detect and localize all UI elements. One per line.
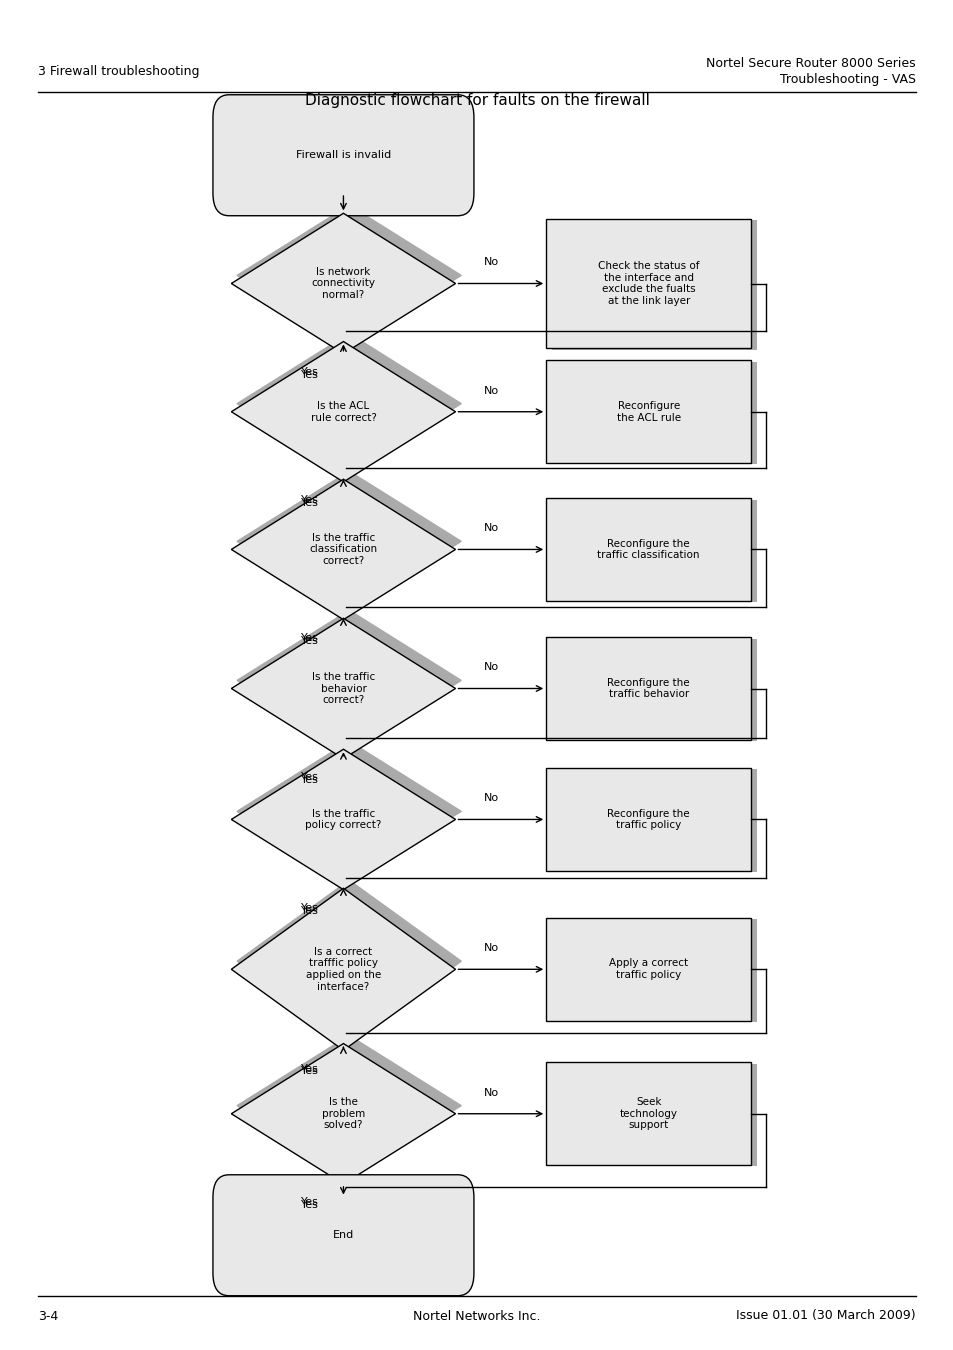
Polygon shape xyxy=(236,1035,461,1176)
FancyBboxPatch shape xyxy=(213,95,474,216)
FancyBboxPatch shape xyxy=(545,768,750,871)
Text: 3-4: 3-4 xyxy=(38,1310,58,1323)
Text: Reconfigure the
traffic policy: Reconfigure the traffic policy xyxy=(607,809,689,830)
Text: Yes: Yes xyxy=(300,1066,318,1076)
Text: Reconfigure
the ACL rule: Reconfigure the ACL rule xyxy=(616,401,680,423)
Text: No: No xyxy=(483,663,498,672)
Text: Is a correct
trafffic policy
applied on the
interface?: Is a correct trafffic policy applied on … xyxy=(306,946,380,992)
FancyBboxPatch shape xyxy=(545,918,750,1021)
FancyBboxPatch shape xyxy=(235,127,464,193)
Text: Yes: Yes xyxy=(300,636,318,645)
FancyBboxPatch shape xyxy=(545,219,750,348)
Text: Reconfigure the
traffic behavior: Reconfigure the traffic behavior xyxy=(607,678,689,699)
Text: 3 Firewall troubleshooting: 3 Firewall troubleshooting xyxy=(38,65,199,78)
FancyBboxPatch shape xyxy=(545,360,750,463)
Text: Is the ACL
rule correct?: Is the ACL rule correct? xyxy=(310,401,376,423)
FancyBboxPatch shape xyxy=(235,1207,464,1273)
Text: Yes: Yes xyxy=(300,906,318,915)
Text: No: No xyxy=(483,944,498,953)
FancyBboxPatch shape xyxy=(551,769,757,872)
FancyBboxPatch shape xyxy=(551,220,757,350)
Polygon shape xyxy=(231,749,455,890)
Text: Apply a correct
traffic policy: Apply a correct traffic policy xyxy=(609,958,687,980)
Text: Firewall is invalid: Firewall is invalid xyxy=(295,150,391,161)
FancyBboxPatch shape xyxy=(213,1174,474,1296)
Polygon shape xyxy=(236,880,461,1042)
Polygon shape xyxy=(231,479,455,620)
Text: Nortel Secure Router 8000 Series: Nortel Secure Router 8000 Series xyxy=(705,57,915,70)
Text: Yes: Yes xyxy=(300,633,318,643)
Polygon shape xyxy=(236,741,461,882)
Text: No: No xyxy=(483,258,498,267)
Polygon shape xyxy=(236,205,461,346)
Polygon shape xyxy=(236,610,461,751)
Text: Yes: Yes xyxy=(300,495,318,505)
Text: Is the traffic
behavior
correct?: Is the traffic behavior correct? xyxy=(312,672,375,705)
Text: Diagnostic flowchart for faults on the firewall: Diagnostic flowchart for faults on the f… xyxy=(304,93,649,108)
Text: No: No xyxy=(483,524,498,533)
Text: Yes: Yes xyxy=(300,775,318,784)
Text: Check the status of
the interface and
exclude the fualts
at the link layer: Check the status of the interface and ex… xyxy=(598,261,699,306)
FancyBboxPatch shape xyxy=(545,637,750,740)
Text: No: No xyxy=(483,1088,498,1098)
Text: No: No xyxy=(483,794,498,803)
Text: Is the
problem
solved?: Is the problem solved? xyxy=(321,1098,365,1130)
Text: Yes: Yes xyxy=(300,498,318,508)
FancyBboxPatch shape xyxy=(551,919,757,1022)
Polygon shape xyxy=(236,333,461,474)
FancyBboxPatch shape xyxy=(551,639,757,741)
Text: Is network
connectivity
normal?: Is network connectivity normal? xyxy=(311,267,375,300)
Text: Nortel Networks Inc.: Nortel Networks Inc. xyxy=(413,1310,540,1323)
Text: Yes: Yes xyxy=(300,1064,318,1073)
Polygon shape xyxy=(231,213,455,354)
FancyBboxPatch shape xyxy=(545,498,750,601)
Text: Is the traffic
policy correct?: Is the traffic policy correct? xyxy=(305,809,381,830)
Polygon shape xyxy=(236,471,461,612)
Text: Yes: Yes xyxy=(300,370,318,379)
FancyBboxPatch shape xyxy=(551,1064,757,1166)
Text: Yes: Yes xyxy=(300,367,318,377)
FancyBboxPatch shape xyxy=(551,362,757,464)
FancyBboxPatch shape xyxy=(551,500,757,602)
Text: No: No xyxy=(483,386,498,396)
FancyBboxPatch shape xyxy=(545,1062,750,1165)
Text: End: End xyxy=(333,1230,354,1241)
Text: Is the traffic
classification
correct?: Is the traffic classification correct? xyxy=(309,533,377,566)
Text: Yes: Yes xyxy=(300,903,318,913)
Text: Yes: Yes xyxy=(300,772,318,782)
Polygon shape xyxy=(231,1044,455,1184)
Text: Troubleshooting - VAS: Troubleshooting - VAS xyxy=(779,73,915,86)
Text: Yes: Yes xyxy=(300,1200,318,1210)
Polygon shape xyxy=(231,342,455,482)
Text: Yes: Yes xyxy=(300,1197,318,1207)
Text: Issue 01.01 (30 March 2009): Issue 01.01 (30 March 2009) xyxy=(736,1310,915,1323)
Polygon shape xyxy=(231,618,455,759)
Polygon shape xyxy=(231,888,455,1050)
Text: Reconfigure the
traffic classification: Reconfigure the traffic classification xyxy=(597,539,700,560)
Text: Seek
technology
support: Seek technology support xyxy=(619,1098,677,1130)
